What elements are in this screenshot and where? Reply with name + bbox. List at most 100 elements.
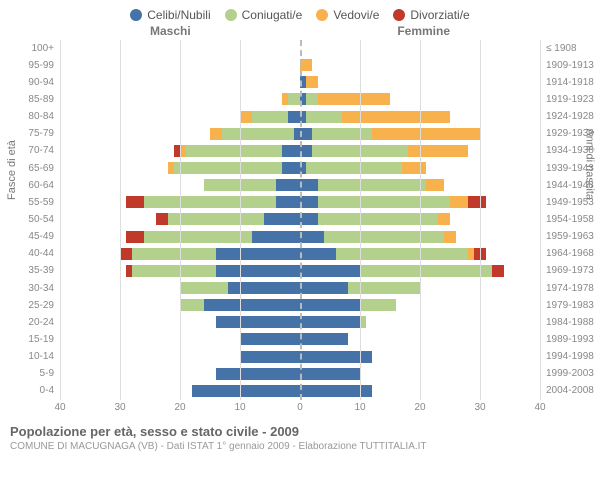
age-label: 90-94	[4, 74, 60, 90]
age-label: 45-49	[4, 229, 60, 245]
bar-male-celibi	[282, 162, 300, 174]
legend-label: Coniugati/e	[242, 8, 303, 22]
bar-male-coniugati	[144, 196, 276, 208]
bar-male-celibi	[288, 111, 300, 123]
legend-item: Coniugati/e	[225, 8, 303, 22]
x-tick-label: 20	[174, 402, 185, 413]
bar-female-vedovi	[402, 162, 426, 174]
bar-female-celibi	[300, 316, 360, 328]
birth-year-label: 1924-1928	[540, 109, 600, 125]
legend: Celibi/NubiliConiugati/eVedovi/eDivorzia…	[0, 0, 600, 24]
bar-male-celibi	[282, 145, 300, 157]
bar-female-celibi	[300, 265, 360, 277]
bar-male-coniugati	[174, 162, 282, 174]
age-label: 100+	[4, 40, 60, 56]
bar-female-celibi	[300, 385, 372, 397]
age-label: 20-24	[4, 314, 60, 330]
plot-area: 100+≤ 190895-991909-191390-941914-191885…	[60, 40, 540, 418]
grid-line	[120, 40, 121, 400]
birth-year-label: 1994-1998	[540, 349, 600, 365]
birth-year-label: 1934-1938	[540, 143, 600, 159]
bar-female-celibi	[300, 299, 360, 311]
bar-female-coniugati	[336, 248, 468, 260]
bar-male-coniugati	[180, 282, 228, 294]
birth-year-label: 1939-1943	[540, 160, 600, 176]
birth-year-label: 1984-1988	[540, 314, 600, 330]
bar-female-coniugati	[312, 128, 372, 140]
grid-line	[60, 40, 61, 400]
bar-male-coniugati	[132, 248, 216, 260]
bar-female-vedovi	[438, 213, 450, 225]
age-label: 80-84	[4, 109, 60, 125]
x-axis-ticks: 40302010010203040	[60, 400, 540, 418]
bar-female-vedovi	[426, 179, 444, 191]
side-titles: Maschi Femmine	[0, 24, 600, 38]
birth-year-label: 1974-1978	[540, 280, 600, 296]
bar-male-vedovi	[210, 128, 222, 140]
bar-female-coniugati	[318, 196, 450, 208]
x-tick-label: 30	[474, 402, 485, 413]
birth-year-label: 1949-1953	[540, 194, 600, 210]
bar-female-celibi	[300, 179, 318, 191]
bar-male-divorziati	[120, 248, 132, 260]
birth-year-label: 1969-1973	[540, 263, 600, 279]
age-label: 25-29	[4, 297, 60, 313]
legend-label: Vedovi/e	[333, 8, 379, 22]
legend-swatch	[393, 9, 405, 21]
birth-year-label: ≤ 1908	[540, 40, 600, 56]
x-tick-label: 40	[54, 402, 65, 413]
center-axis-line	[300, 40, 302, 400]
age-label: 40-44	[4, 246, 60, 262]
grid-line	[480, 40, 481, 400]
age-label: 55-59	[4, 194, 60, 210]
bar-male-vedovi	[168, 162, 174, 174]
bar-male-celibi	[216, 248, 300, 260]
birth-year-label: 1989-1993	[540, 331, 600, 347]
age-label: 70-74	[4, 143, 60, 159]
bar-male-celibi	[276, 179, 300, 191]
bar-female-celibi	[300, 248, 336, 260]
bar-female-vedovi	[306, 76, 318, 88]
bar-female-celibi	[300, 333, 348, 345]
bar-male-coniugati	[252, 111, 288, 123]
bar-female-celibi	[300, 213, 318, 225]
bar-male-divorziati	[156, 213, 168, 225]
bar-female-coniugati	[306, 111, 342, 123]
bar-female-vedovi	[444, 231, 456, 243]
bar-female-vedovi	[318, 93, 390, 105]
birth-year-label: 1979-1983	[540, 297, 600, 313]
age-label: 35-39	[4, 263, 60, 279]
bar-female-coniugati	[348, 282, 420, 294]
bar-female-coniugati	[306, 162, 402, 174]
x-tick-label: 10	[234, 402, 245, 413]
chart-footer: Popolazione per età, sesso e stato civil…	[0, 418, 600, 452]
bar-female-divorziati	[492, 265, 504, 277]
bar-male-celibi	[252, 231, 300, 243]
age-label: 95-99	[4, 57, 60, 73]
bar-male-coniugati	[168, 213, 264, 225]
bar-male-celibi	[264, 213, 300, 225]
bar-male-coniugati	[132, 265, 216, 277]
birth-year-label: 1999-2003	[540, 366, 600, 382]
x-tick-label: 10	[354, 402, 365, 413]
bar-female-vedovi	[372, 128, 480, 140]
bar-male-celibi	[240, 351, 300, 363]
bar-female-coniugati	[360, 265, 492, 277]
bar-female-celibi	[300, 368, 360, 380]
age-label: 60-64	[4, 177, 60, 193]
bar-female-vedovi	[342, 111, 450, 123]
x-tick-label: 40	[534, 402, 545, 413]
birth-year-label: 1919-1923	[540, 91, 600, 107]
legend-swatch	[225, 9, 237, 21]
bar-female-vedovi	[408, 145, 468, 157]
bar-male-coniugati	[180, 299, 204, 311]
bar-male-celibi	[204, 299, 300, 311]
legend-swatch	[130, 9, 142, 21]
legend-item: Divorziati/e	[393, 8, 469, 22]
bar-male-divorziati	[126, 196, 144, 208]
legend-swatch	[316, 9, 328, 21]
age-label: 85-89	[4, 91, 60, 107]
birth-year-label: 1954-1958	[540, 211, 600, 227]
age-label: 65-69	[4, 160, 60, 176]
age-label: 15-19	[4, 331, 60, 347]
